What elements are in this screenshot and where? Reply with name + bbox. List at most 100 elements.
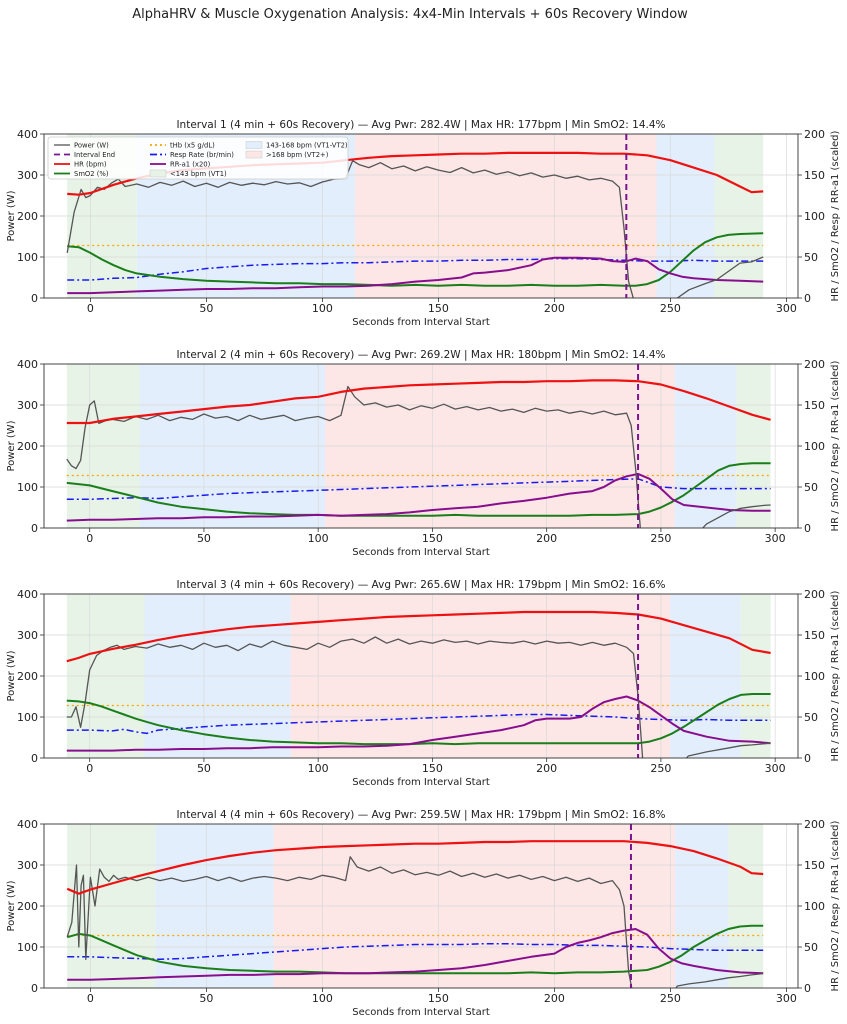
y-tick-label: 0 — [31, 522, 38, 535]
y-right-tick-label: 200 — [804, 128, 825, 141]
x-tick-label: 200 — [544, 302, 565, 315]
x-axis-label: Seconds from Interval Start — [352, 777, 490, 788]
y-right-tick-label: 0 — [804, 982, 811, 995]
figure-title: AlphaHRV & Muscle Oxygenation Analysis: … — [132, 7, 688, 22]
legend-swatch-zone_vt1 — [149, 169, 167, 178]
x-tick-label: 250 — [650, 762, 671, 775]
x-tick-label: 300 — [765, 532, 786, 545]
y-right-tick-label: 0 — [804, 752, 811, 765]
x-tick-label: 200 — [536, 762, 557, 775]
x-tick-label: 50 — [197, 532, 211, 545]
legend-label-zone_vt1: <143 bpm (VT1) — [170, 170, 227, 178]
x-tick-label: 0 — [86, 762, 93, 775]
y-tick-label: 300 — [17, 169, 38, 182]
y-right-tick-label: 150 — [804, 859, 825, 872]
y-tick-label: 200 — [17, 210, 38, 223]
x-tick-label: 300 — [765, 762, 786, 775]
y-right-tick-label: 50 — [804, 941, 818, 954]
x-tick-label: 150 — [428, 302, 449, 315]
series-smo2-line — [66, 924, 764, 975]
y-tick-label: 300 — [17, 629, 38, 642]
x-tick-label: 200 — [544, 992, 565, 1005]
y-right-tick-label: 100 — [804, 670, 825, 683]
y-tick-label: 400 — [17, 818, 38, 831]
legend-label-interval_end: Interval End — [74, 151, 115, 159]
series-lines — [66, 610, 771, 758]
panel-title: Interval 1 (4 min + 60s Recovery) — Avg … — [176, 119, 665, 131]
y-right-tick-label: 50 — [804, 251, 818, 264]
x-tick-label: 250 — [650, 532, 671, 545]
y-right-tick-label: 50 — [804, 481, 818, 494]
y-right-tick-label: 150 — [804, 399, 825, 412]
y-tick-label: 0 — [31, 292, 38, 305]
series-hr-line — [66, 379, 771, 425]
chart-panel-2: 0 50 100 150 200 250 300 0 100 200 300 400 0 50 100 150… — [6, 349, 841, 558]
panel-title: Interval 4 (4 min + 60s Recovery) — Avg … — [176, 809, 665, 821]
legend-label-resp: Resp Rate (br/min) — [170, 151, 234, 159]
y-right-tick-label: 100 — [804, 440, 825, 453]
y-tick-label: 200 — [17, 440, 38, 453]
series-power-line — [66, 160, 764, 298]
y-tick-label: 0 — [31, 752, 38, 765]
y-tick-label: 100 — [17, 711, 38, 724]
series-smo2-line — [67, 232, 764, 287]
legend-label-hr: HR (bpm) — [74, 161, 107, 169]
legend-label-zone_vt2: >168 bpm (VT2+) — [266, 151, 329, 159]
y-tick-label: 100 — [17, 941, 38, 954]
legend-label-rr: RR-a1 (x20) — [170, 161, 211, 169]
y-tick-label: 400 — [17, 588, 38, 601]
x-tick-label: 0 — [87, 992, 94, 1005]
y-axis-label: Power (W) — [6, 420, 17, 471]
y-right-axis-label: HR / SmO2 / Resp / RR-a1 (scaled) — [830, 130, 841, 301]
y-tick-label: 300 — [17, 399, 38, 412]
chart-panel-3: 0 50 100 150 200 250 300 0 100 200 300 400 0 50 100 150… — [6, 579, 841, 788]
series-lines — [66, 151, 764, 298]
series-lines — [66, 840, 764, 988]
y-axis-label: Power (W) — [6, 190, 17, 241]
x-tick-label: 200 — [536, 532, 557, 545]
y-right-tick-label: 150 — [804, 169, 825, 182]
y-right-tick-label: 200 — [804, 358, 825, 371]
y-right-axis-label: HR / SmO2 / Resp / RR-a1 (scaled) — [830, 590, 841, 761]
series-smo2-line — [66, 693, 771, 746]
y-right-tick-label: 200 — [804, 588, 825, 601]
x-tick-label: 150 — [422, 532, 443, 545]
y-tick-label: 0 — [31, 982, 38, 995]
x-tick-label: 300 — [776, 302, 797, 315]
series-smo2-line — [66, 462, 771, 517]
x-tick-label: 250 — [660, 992, 681, 1005]
y-right-tick-label: 0 — [804, 292, 811, 305]
y-tick-label: 100 — [17, 251, 38, 264]
series-rr-line — [67, 256, 764, 295]
legend-label-smo2: SmO2 (%) — [74, 170, 109, 178]
legend-swatch-zone_vt2 — [245, 150, 263, 159]
panel-title: Interval 3 (4 min + 60s Recovery) — Avg … — [176, 579, 665, 591]
series-resp-line — [66, 713, 771, 735]
y-right-axis-label: HR / SmO2 / Resp / RR-a1 (scaled) — [830, 820, 841, 991]
legend-label-power: Power (W) — [74, 142, 109, 150]
panel-title: Interval 2 (4 min + 60s Recovery) — Avg … — [176, 349, 665, 361]
legend: Power (W)Interval End HR (bpm)SmO2 (%) tHb… — [47, 136, 349, 180]
x-tick-label: 150 — [428, 992, 449, 1005]
legend-label-thb: tHb (x5 g/dL) — [170, 142, 215, 150]
x-axis-label: Seconds from Interval Start — [352, 1007, 490, 1018]
series-lines — [66, 379, 771, 528]
x-tick-label: 50 — [197, 762, 211, 775]
x-tick-label: 100 — [308, 532, 329, 545]
x-tick-label: 150 — [422, 762, 443, 775]
series-power-line — [66, 636, 771, 758]
y-tick-label: 100 — [17, 481, 38, 494]
x-tick-label: 100 — [312, 992, 333, 1005]
y-right-tick-label: 50 — [804, 711, 818, 724]
y-tick-label: 200 — [17, 670, 38, 683]
series-rr-line — [67, 928, 764, 981]
y-tick-label: 300 — [17, 859, 38, 872]
series-power-line — [66, 856, 764, 988]
y-axis-label: Power (W) — [6, 650, 17, 701]
y-right-tick-label: 200 — [804, 818, 825, 831]
x-tick-label: 300 — [776, 992, 797, 1005]
y-tick-label: 200 — [17, 900, 38, 913]
legend-box — [47, 136, 349, 180]
series-hr-line — [66, 610, 771, 663]
